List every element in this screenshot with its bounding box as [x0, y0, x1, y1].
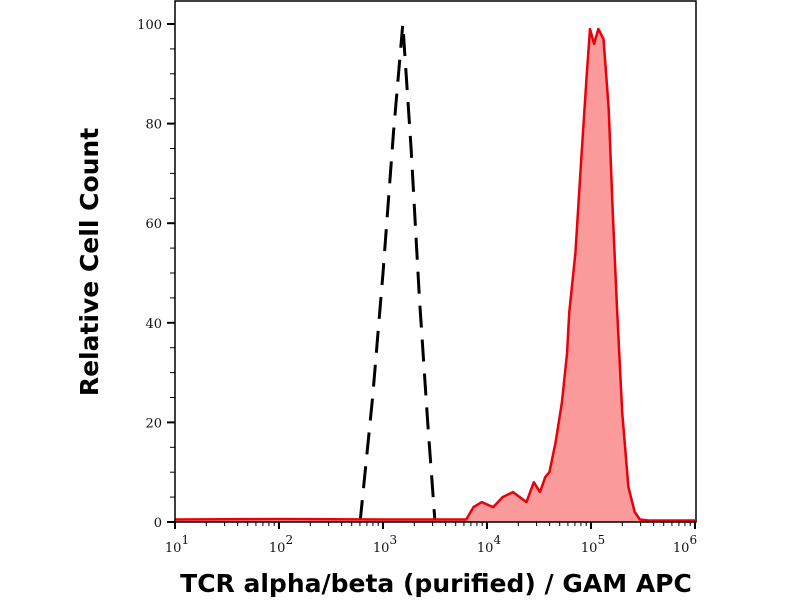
series-fill-1: [175, 29, 695, 522]
x-axis-title: TCR alpha/beta (purified) / GAM APC: [180, 569, 692, 598]
x-tick-exponent: 6: [689, 533, 697, 547]
x-tick-label: 102: [269, 533, 293, 556]
y-tick-label: 60: [145, 217, 162, 232]
x-tick-exponent: 4: [493, 533, 501, 547]
y-axis: 0 20 40 60 80 100: [137, 18, 175, 531]
series-line-1: [174, 27, 695, 522]
x-tick-label: 101: [165, 533, 189, 556]
plot-area: [174, 23, 695, 523]
x-tick-exponent: 5: [597, 533, 605, 547]
y-axis-title: Relative Cell Count: [75, 128, 104, 396]
plot-frame: [174, 0, 697, 523]
y-tick-label: 80: [145, 118, 162, 133]
y-tick-label: 100: [137, 18, 162, 33]
x-tick-label: 104: [477, 533, 502, 556]
x-tick-label: 105: [581, 533, 605, 556]
x-axis: 101 102 103 104 105 106: [165, 522, 697, 556]
x-tick-exponent: 2: [285, 533, 293, 547]
y-tick-label: 20: [145, 416, 162, 431]
x-tick-exponent: 3: [389, 533, 397, 547]
y-tick-label: 0: [154, 516, 162, 531]
series-line-0: [358, 23, 437, 523]
x-tick-label: 106: [673, 533, 697, 556]
x-tick-exponent: 1: [181, 533, 189, 547]
y-tick-label: 40: [145, 317, 162, 332]
x-tick-label: 103: [373, 533, 397, 556]
